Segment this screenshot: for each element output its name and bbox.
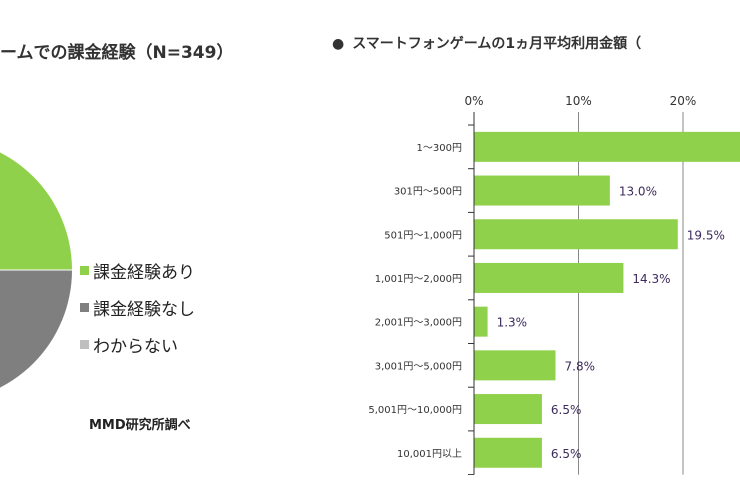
value-label: 19.5% [687, 228, 725, 242]
pie-chart-title: ームでの課金経験（N=349） [0, 43, 234, 63]
category-label: 10,001円以上 [397, 448, 462, 460]
category-label: 5,001円～10,000円 [368, 405, 462, 416]
bar [474, 437, 542, 468]
category-label: 3,001円～5,000円 [375, 361, 462, 372]
bar [474, 394, 542, 425]
pie-chart [0, 152, 72, 388]
value-label: 13.0% [619, 185, 657, 199]
legend-label: 課金経験あり [93, 263, 195, 283]
bar [474, 131, 740, 162]
bar [474, 262, 624, 293]
legend-label: 課金経験なし [93, 300, 195, 320]
bar-chart-title-text: スマートフォンゲームの1ヵ月平均利用金額（ [352, 36, 642, 52]
bar [474, 306, 488, 337]
legend-swatch-green [80, 266, 89, 275]
bar-chart: 0% 10% 20% 1～300円 301円～500円 13.0% 501円～1,000円 1… [368, 94, 740, 475]
title-bullet: ● [332, 36, 345, 52]
category-label: 2,001円～3,000円 [375, 318, 462, 329]
legend-item-unknown: わからない [80, 326, 195, 363]
x-tick-label: 10% [565, 94, 592, 108]
legend-item-no-experience: 課金経験なし [80, 289, 195, 326]
category-label: 1,001円～2,000円 [375, 274, 462, 285]
category-label: 501円～1,000円 [384, 230, 462, 241]
category-label: 301円～500円 [394, 187, 462, 198]
pie-slice-has-experience [0, 152, 72, 270]
legend-swatch-gray [80, 303, 89, 312]
bar-chart-title: ● スマートフォンゲームの1ヵ月平均利用金額（ [332, 33, 641, 53]
source-note: MMD研究所調べ [89, 418, 191, 433]
x-tick-label: 20% [670, 94, 697, 108]
value-label: 14.3% [632, 272, 670, 286]
pie-slice-no-experience [0, 270, 72, 388]
category-label: 1～300円 [417, 143, 462, 154]
x-tick-label: 0% [464, 94, 483, 108]
value-label: 1.3% [497, 316, 528, 330]
bar [474, 350, 556, 381]
legend-swatch-light-gray [80, 340, 89, 349]
legend-item-has-experience: 課金経験あり [80, 252, 195, 289]
bar [474, 219, 678, 250]
value-label: 6.5% [551, 447, 582, 461]
value-label: 7.8% [565, 359, 596, 373]
bar [474, 175, 610, 206]
pie-legend: 課金経験あり 課金経験なし わからない [80, 252, 195, 363]
legend-label: わからない [93, 337, 178, 357]
value-label: 6.5% [551, 403, 582, 417]
